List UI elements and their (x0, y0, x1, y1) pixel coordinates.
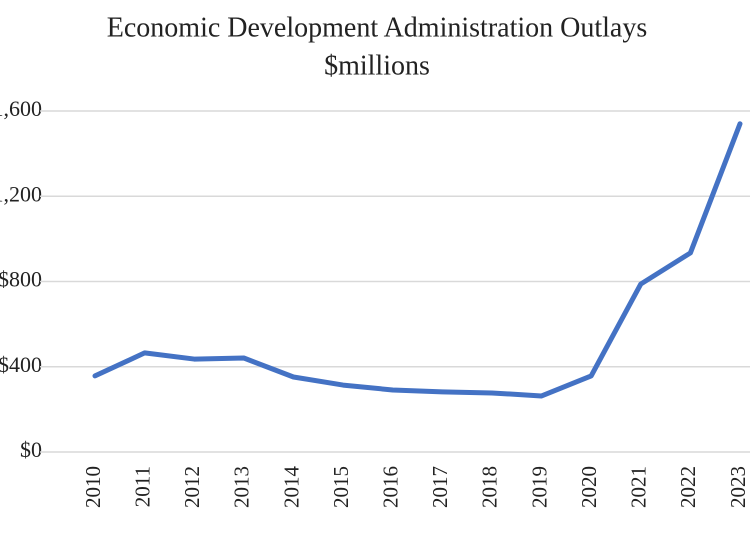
y-tick-label: $1,200 (0, 181, 42, 206)
x-tick-label: 2014 (279, 466, 303, 509)
x-tick-label: 2023 (726, 466, 750, 508)
x-tick-label: 2018 (478, 466, 502, 508)
x-tick-label: 2020 (577, 466, 601, 508)
x-tick-label: 2015 (329, 466, 353, 508)
x-tick-label: 2022 (676, 466, 700, 508)
x-tick-label: 2021 (627, 466, 651, 508)
chart-subtitle: $millions (324, 50, 430, 81)
x-tick-label: 2013 (230, 466, 254, 508)
x-tick-label: 2012 (180, 466, 204, 508)
y-tick-label: $0 (20, 437, 42, 462)
x-tick-label: 2011 (130, 466, 154, 507)
y-tick-label: $800 (0, 267, 42, 292)
data-line (92, 121, 743, 399)
chart-title: Economic Development Administration Outl… (107, 12, 647, 43)
x-tick-label: 2010 (81, 466, 105, 508)
x-tick-label: 2019 (527, 466, 551, 508)
y-tick-label: $400 (0, 352, 42, 377)
x-tick-label: 2017 (428, 466, 452, 508)
x-tick-label: 2016 (379, 466, 403, 508)
y-tick-label: $1,600 (0, 96, 42, 121)
